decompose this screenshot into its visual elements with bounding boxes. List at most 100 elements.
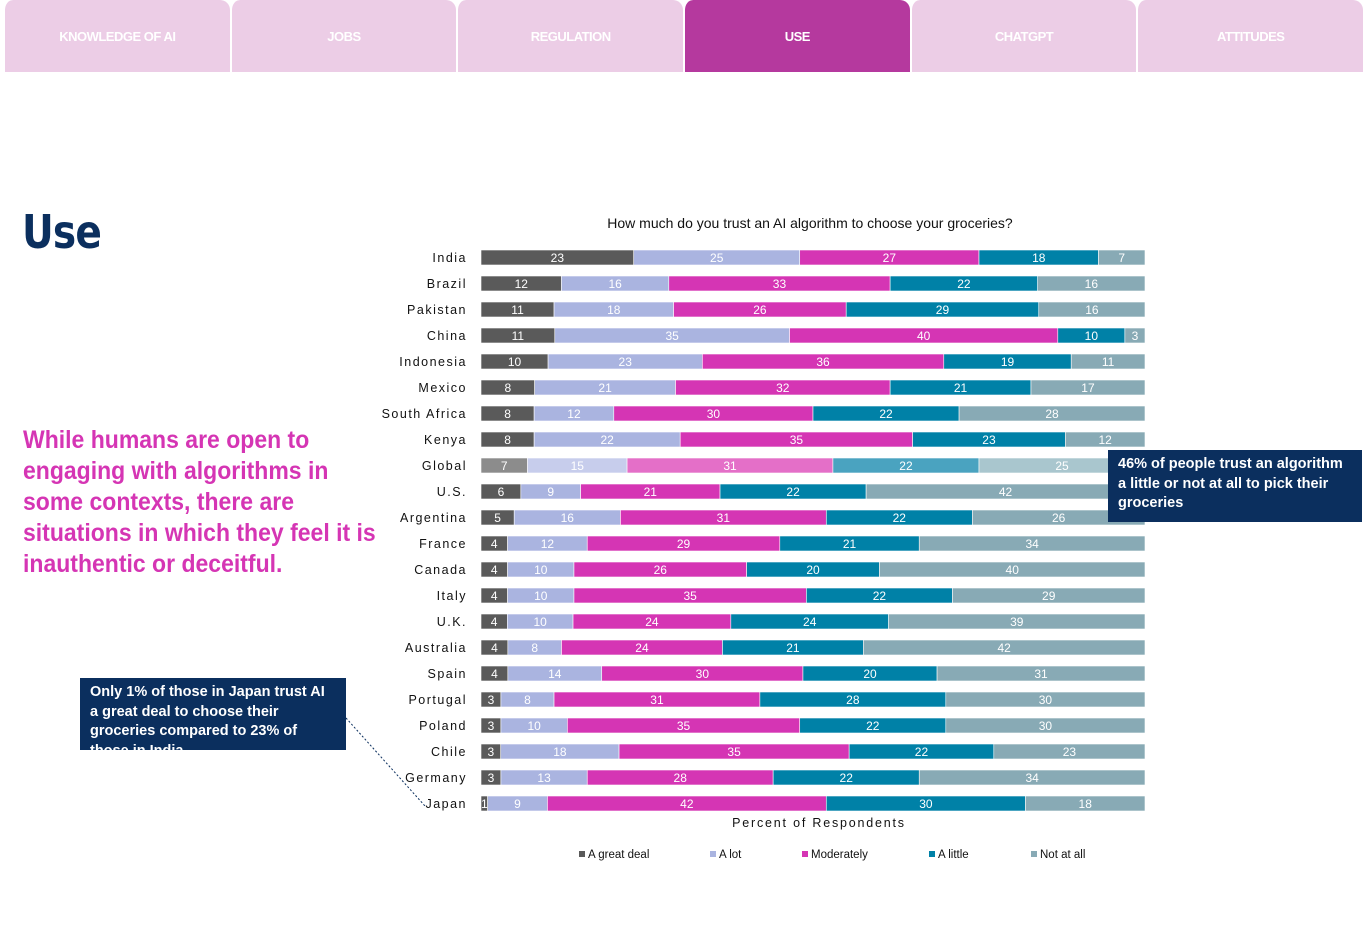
bar-segment — [945, 691, 1146, 708]
tab-regulation[interactable]: REGULATION — [456, 0, 684, 72]
bar-segment — [1025, 795, 1146, 812]
data-label: 22 — [840, 771, 854, 785]
chart-title: How much do you trust an AI algorithm to… — [607, 215, 1013, 231]
data-label: 26 — [753, 303, 767, 317]
data-label: 20 — [863, 667, 877, 681]
bar-segment — [1038, 301, 1146, 318]
category-label: Italy — [437, 589, 467, 603]
tab-chatgpt[interactable]: CHATGPT — [909, 0, 1137, 72]
data-label: 39 — [1010, 615, 1024, 629]
data-label: 35 — [683, 589, 697, 603]
data-label: 35 — [727, 745, 741, 759]
data-label: 16 — [608, 277, 622, 291]
data-label: 4 — [491, 589, 498, 603]
data-label: 3 — [488, 745, 495, 759]
data-label: 9 — [547, 485, 554, 499]
data-label: 30 — [919, 797, 933, 811]
data-label: 3 — [488, 693, 495, 707]
category-label: Portugal — [408, 693, 467, 707]
tab-jobs[interactable]: JOBS — [229, 0, 457, 72]
data-label: 32 — [776, 381, 790, 395]
data-label: 24 — [803, 615, 817, 629]
data-label: 28 — [674, 771, 688, 785]
category-label: Australia — [405, 641, 467, 655]
bar-segment — [1030, 379, 1146, 396]
bar-segment — [936, 665, 1146, 682]
data-label: 27 — [883, 251, 897, 265]
data-label: 42 — [997, 641, 1011, 655]
data-label: 40 — [1006, 563, 1020, 577]
data-label: 10 — [508, 355, 522, 369]
data-label: 22 — [866, 719, 880, 733]
data-label: 9 — [514, 797, 521, 811]
data-label: 18 — [1079, 797, 1093, 811]
bar-segment — [863, 639, 1146, 656]
data-label: 28 — [1045, 407, 1059, 421]
category-label: India — [432, 251, 467, 265]
data-label: 8 — [504, 381, 511, 395]
data-label: 42 — [680, 797, 694, 811]
data-label: 21 — [786, 641, 800, 655]
page-title: Use — [22, 205, 102, 259]
legend-swatch — [1031, 851, 1037, 857]
data-label: 35 — [665, 329, 679, 343]
data-label: 20 — [806, 563, 820, 577]
bar-segment — [1037, 275, 1146, 292]
bar-segment — [945, 717, 1146, 734]
data-label: 42 — [999, 485, 1013, 499]
category-label: Canada — [414, 563, 467, 577]
data-label: 10 — [534, 589, 548, 603]
data-label: 10 — [534, 563, 548, 577]
tab-attitudes[interactable]: ATTITUDES — [1136, 0, 1364, 72]
data-label: 15 — [571, 459, 585, 473]
legend-label: Not at all — [1040, 849, 1085, 861]
data-label: 30 — [707, 407, 721, 421]
data-label: 1 — [481, 797, 488, 811]
category-label: Pakistan — [407, 303, 467, 317]
category-label: Chile — [431, 745, 467, 759]
data-label: 21 — [954, 381, 968, 395]
bar-segment — [952, 587, 1146, 604]
section-tabs: KNOWLEDGE OF AI JOBS REGULATION USE CHAT… — [3, 0, 1364, 72]
data-label: 22 — [786, 485, 800, 499]
data-label: 13 — [537, 771, 551, 785]
category-label: Germany — [405, 771, 467, 785]
bar-segment — [918, 535, 1146, 552]
data-label: 18 — [1032, 251, 1046, 265]
data-label: 10 — [1085, 329, 1099, 343]
data-label: 4 — [491, 641, 498, 655]
data-label: 26 — [654, 563, 668, 577]
data-label: 31 — [1034, 667, 1048, 681]
data-label: 11 — [512, 329, 525, 343]
legend-swatch — [929, 851, 935, 857]
category-label: South Africa — [382, 407, 467, 421]
data-label: 34 — [1025, 771, 1039, 785]
data-label: 24 — [645, 615, 659, 629]
data-label: 11 — [511, 303, 524, 317]
legend-label: A lot — [719, 849, 742, 861]
bar-segment — [1098, 249, 1146, 266]
data-label: 31 — [723, 459, 737, 473]
data-label: 8 — [531, 641, 538, 655]
data-label: 4 — [491, 667, 498, 681]
data-label: 7 — [1118, 251, 1125, 265]
data-label: 30 — [1039, 693, 1053, 707]
category-label: U.S. — [437, 485, 467, 499]
data-label: 10 — [533, 615, 547, 629]
data-label: 6 — [498, 485, 505, 499]
data-label: 30 — [1039, 719, 1053, 733]
data-label: 35 — [790, 433, 804, 447]
data-label: 23 — [1063, 745, 1077, 759]
data-label: 7 — [501, 459, 508, 473]
category-label: Spain — [428, 667, 467, 681]
global-annotation: 46% of people trust an algorithm a littl… — [1108, 450, 1362, 522]
category-label: Japan — [425, 797, 467, 811]
tab-use[interactable]: USE — [683, 0, 910, 72]
data-label: 28 — [846, 693, 860, 707]
tab-knowledge-of-ai[interactable]: KNOWLEDGE OF AI — [3, 0, 230, 72]
data-label: 18 — [553, 745, 567, 759]
data-label: 14 — [548, 667, 562, 681]
data-label: 8 — [504, 433, 511, 447]
data-label: 25 — [710, 251, 724, 265]
